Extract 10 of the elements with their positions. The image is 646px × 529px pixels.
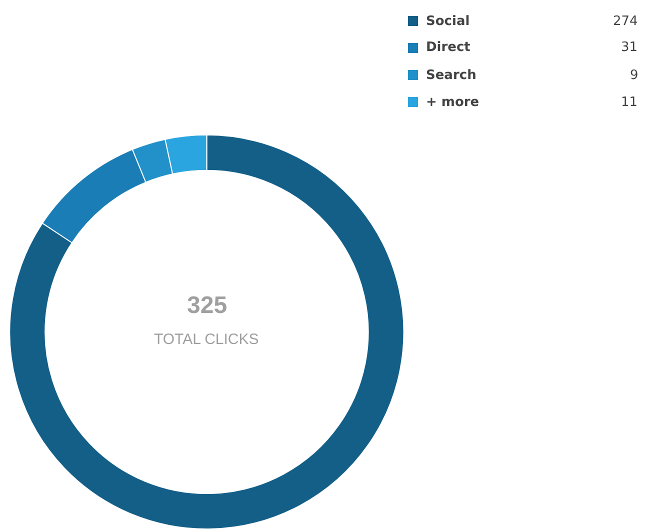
data-label: 31 (621, 40, 638, 55)
legend-label: Search (426, 68, 476, 83)
legend-label: + more (426, 95, 480, 110)
text: 325 (187, 292, 228, 319)
legend-label: Social (426, 14, 470, 29)
data-label: 9 (630, 68, 638, 83)
text: TOTAL CLICKS (154, 331, 259, 348)
legend-label: Direct (426, 40, 470, 55)
data-label: 274 (613, 14, 638, 29)
data-label: 11 (621, 95, 638, 110)
